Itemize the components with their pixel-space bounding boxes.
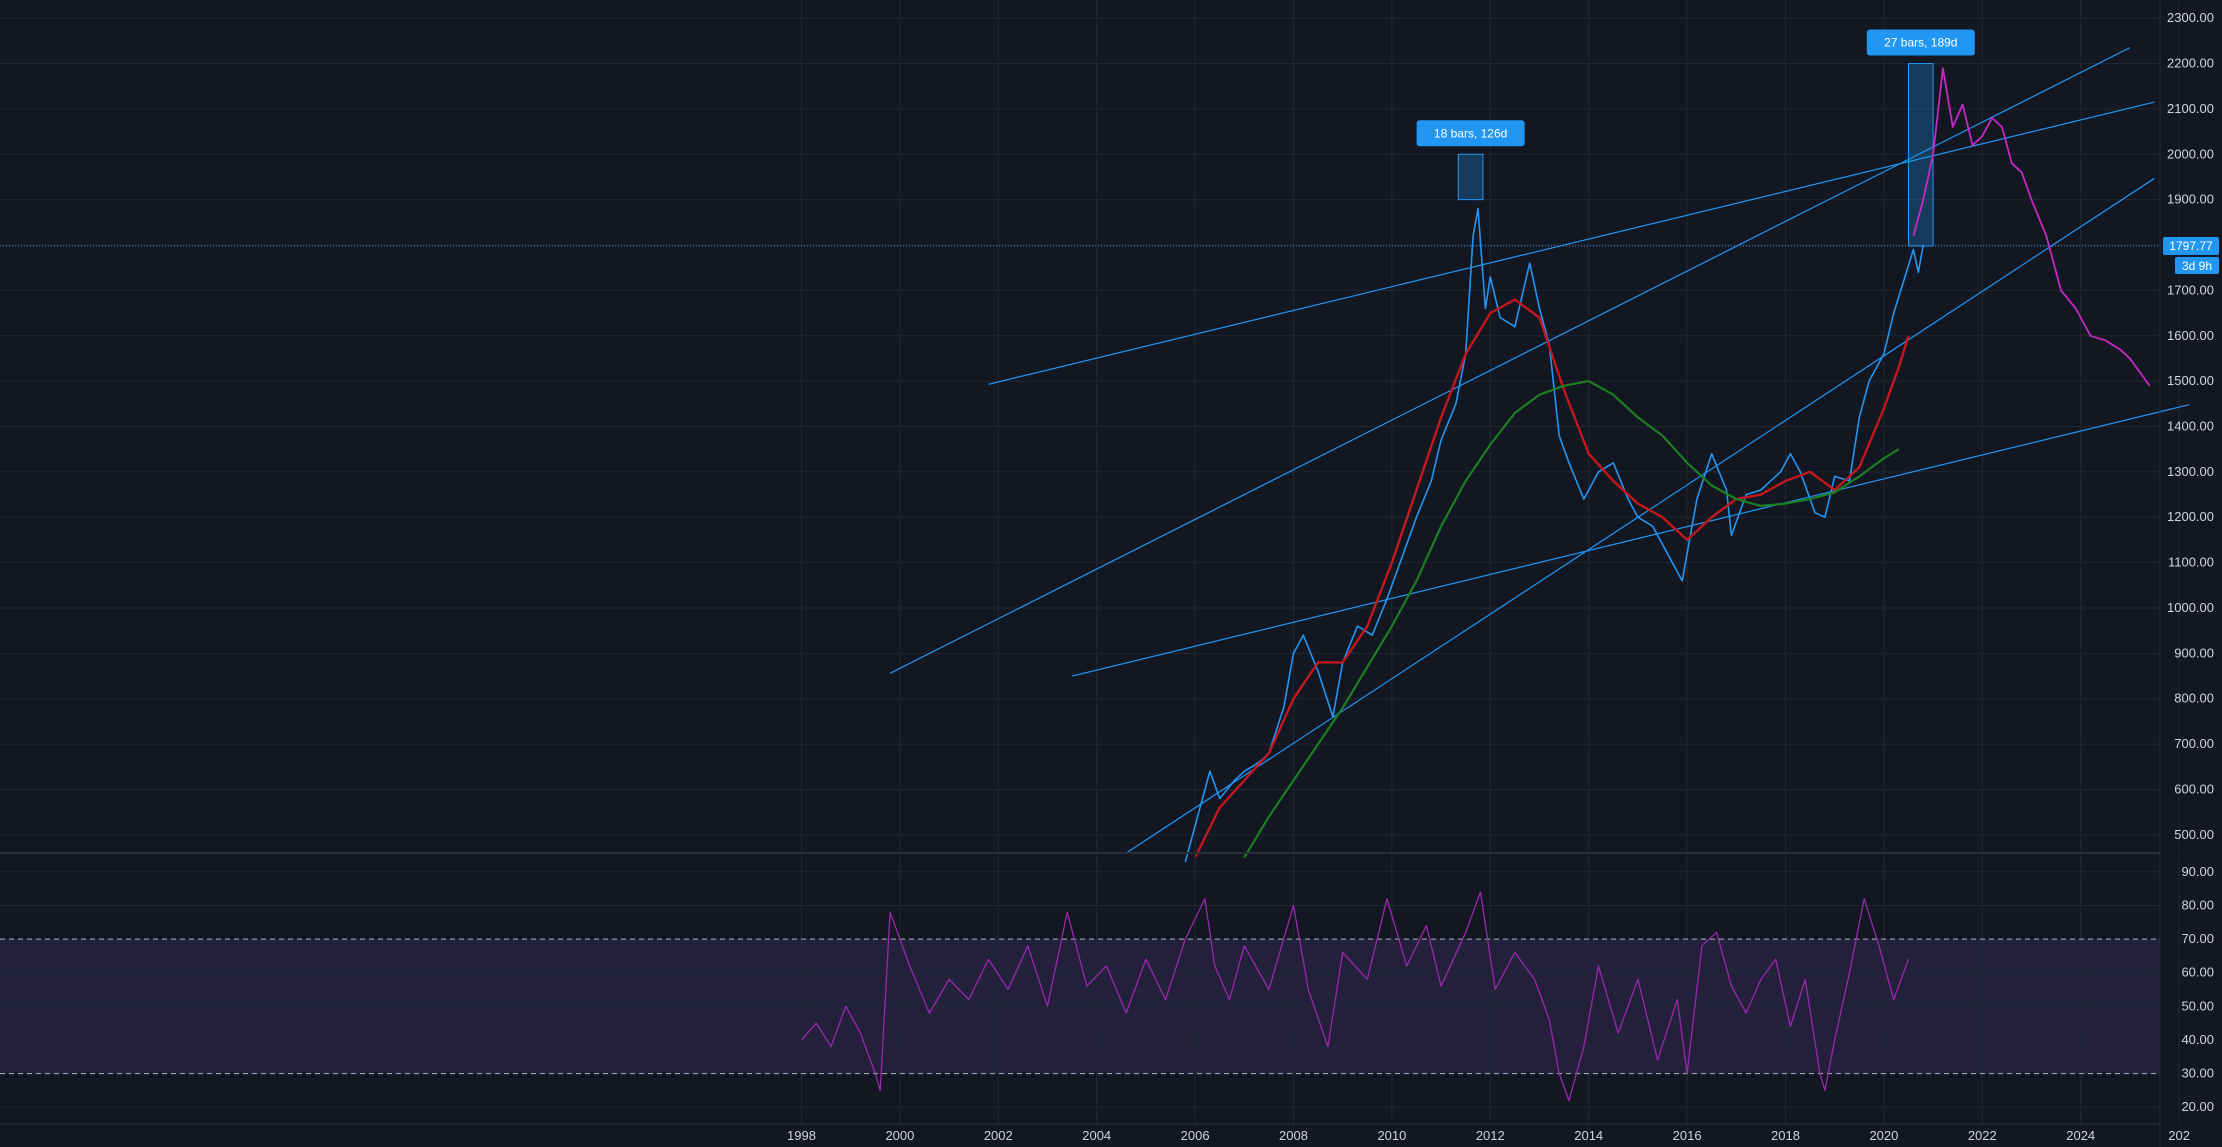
time-tick-label: 2000 bbox=[885, 1128, 914, 1143]
trend-line[interactable] bbox=[988, 101, 2155, 385]
price-tick-label: 1200.00 bbox=[2167, 509, 2214, 524]
time-tick-label: 2020 bbox=[1869, 1128, 1898, 1143]
oscillator-line bbox=[801, 891, 1910, 1102]
time-tick-label: 1998 bbox=[787, 1128, 816, 1143]
measurement-label-box bbox=[1416, 120, 1525, 147]
time-tick-label: 2012 bbox=[1476, 1128, 1505, 1143]
price-tick-label: 1000.00 bbox=[2167, 600, 2214, 615]
time-tick-label: 2006 bbox=[1181, 1128, 1210, 1143]
red-moving-average-line bbox=[1194, 298, 1910, 859]
price-tick-label: 1100.00 bbox=[2168, 555, 2214, 570]
price-tick-label: 2000.00 bbox=[2167, 146, 2214, 161]
price-scale[interactable]: 500.00 600.00 700.00 800.00 900.00 1000.00 110… bbox=[2159, 0, 2219, 1147]
price-tick-label: 1500.00 bbox=[2167, 373, 2214, 388]
time-tick-label: 2004 bbox=[1082, 1128, 1111, 1143]
measurement-boxes[interactable]: 18 bars, 126d 27 bars, 189d bbox=[1416, 29, 1975, 247]
trend-line[interactable] bbox=[889, 47, 2131, 674]
price-tick-label: 1300.00 bbox=[2167, 464, 2214, 479]
oscillator-panel[interactable] bbox=[0, 855, 2180, 1124]
price-tick-label: 1700.00 bbox=[2167, 282, 2214, 297]
price-tick-label: 2100.00 bbox=[2167, 101, 2214, 116]
price-tick-label: 1600.00 bbox=[2167, 328, 2214, 343]
price-grid bbox=[0, 0, 2180, 853]
measurement-range[interactable] bbox=[1457, 153, 1484, 201]
trend-lines[interactable] bbox=[889, 47, 2190, 854]
oscillator-tick-label: 80.00 bbox=[2181, 897, 2214, 912]
time-tick-label: 2002 bbox=[984, 1128, 1013, 1143]
price-tick-labels: 500.00 600.00 700.00 800.00 900.00 1000.00 110… bbox=[2167, 10, 2214, 842]
oscillator-tick-label: 90.00 bbox=[2181, 864, 2214, 879]
measurement-range[interactable] bbox=[1908, 63, 1934, 247]
trend-line[interactable] bbox=[1071, 404, 2190, 677]
countdown-label: 3d 9h bbox=[2182, 259, 2212, 273]
price-tick-label: 600.00 bbox=[2174, 781, 2214, 796]
time-tick-label: 2018 bbox=[1771, 1128, 1800, 1143]
measurement-label-box bbox=[1866, 29, 1975, 56]
oscillator-tick-label: 70.00 bbox=[2181, 931, 2214, 946]
green-moving-average-line bbox=[1243, 380, 1900, 859]
price-tick-label: 700.00 bbox=[2174, 736, 2214, 751]
price-tick-label: 900.00 bbox=[2174, 645, 2214, 660]
measurement-label: 18 bars, 126d bbox=[1434, 126, 1507, 140]
price-tick-label: 500.00 bbox=[2174, 827, 2214, 842]
price-tick-label: 2300.00 bbox=[2167, 10, 2214, 25]
time-tick-label: 2014 bbox=[1574, 1128, 1603, 1143]
oscillator-tick-label: 40.00 bbox=[2181, 1032, 2214, 1047]
oscillator-tick-label: 50.00 bbox=[2181, 998, 2214, 1013]
projection-line bbox=[1912, 67, 2151, 387]
price-tick-label: 1400.00 bbox=[2167, 419, 2214, 434]
price-tick-label: 800.00 bbox=[2174, 691, 2214, 706]
time-tick-label: 2016 bbox=[1673, 1128, 1702, 1143]
price-series bbox=[1184, 67, 2151, 863]
countdown-box bbox=[2175, 257, 2219, 275]
oscillator-tick-label: 60.00 bbox=[2181, 965, 2214, 980]
price-tick-label: 1900.00 bbox=[2167, 192, 2214, 207]
price-label-value: 1797.77 bbox=[2169, 239, 2213, 253]
trend-line[interactable] bbox=[1125, 177, 2155, 854]
oscillator-tick-label: 20.00 bbox=[2181, 1099, 2214, 1114]
time-tick-labels: 1998 2000 2002 2004 2006 2008 2010 2012 2014 2016… bbox=[787, 1128, 2190, 1143]
time-tick-label: 202 bbox=[2168, 1128, 2190, 1143]
price-tick-label: 2200.00 bbox=[2167, 56, 2214, 71]
oscillator-tick-labels: 20.00 30.00 40.00 50.00 60.00 70.00 80.00 90.00 bbox=[2181, 864, 2214, 1114]
price-panel[interactable]: 18 bars, 126d 27 bars, 189d bbox=[0, 0, 2190, 863]
time-scale[interactable]: 1998 2000 2002 2004 2006 2008 2010 2012 2014 2016… bbox=[0, 1123, 2190, 1143]
time-tick-label: 2010 bbox=[1377, 1128, 1406, 1143]
time-tick-label: 2022 bbox=[1968, 1128, 1997, 1143]
time-tick-label: 2024 bbox=[2066, 1128, 2095, 1143]
oscillator-series bbox=[801, 891, 1910, 1102]
price-label: 1797.77 3d 9h bbox=[2163, 237, 2219, 275]
oscillator-tick-label: 30.00 bbox=[2181, 1066, 2214, 1081]
measurement-label: 27 bars, 189d bbox=[1884, 36, 1957, 50]
price-label-box bbox=[2163, 237, 2219, 256]
time-tick-label: 2008 bbox=[1279, 1128, 1308, 1143]
